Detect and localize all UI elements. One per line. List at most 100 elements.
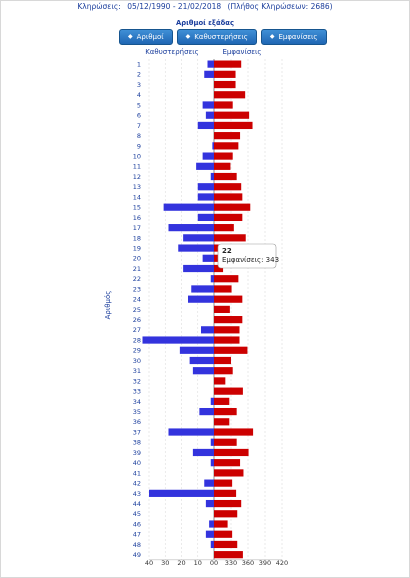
draw-period-header: Κληρώσεις: 05/12/1990 - 21/02/2018 (Πλήθ… [0,2,410,11]
y-tick-label: 6 [137,112,141,120]
y-tick-label: 34 [133,398,141,406]
appearance-bar [214,387,243,395]
appearance-bar [214,459,241,467]
y-tick-label: 14 [133,193,141,201]
appearance-bar [214,438,237,446]
y-tick-label: 36 [133,418,141,426]
appearance-bar [214,224,234,232]
y-tick-label: 7 [137,122,141,130]
appearance-bar [214,193,243,201]
y-axis-title: Αριθμός [104,291,112,320]
y-tick-label: 28 [133,336,141,344]
delay-bar [163,203,214,211]
sort-by-delays-button[interactable]: ◆ Καθυστερήσεις [176,29,257,45]
y-tick-label: 49 [133,551,141,559]
sort-by-appearances-button[interactable]: ◆ Εμφανίσεις [260,29,327,45]
x-tick-label: 420 [276,559,288,567]
sort-arrows-icon: ◆ [269,33,275,40]
y-tick-label: 37 [133,428,141,436]
delay-bar [197,121,214,130]
y-tick-label: 38 [133,439,141,447]
delay-bar [183,264,214,273]
y-tick-label: 43 [133,490,141,498]
y-tick-label: 19 [133,244,141,252]
appearance-bar [214,316,243,324]
chart-labels: 40 30 20 10 00 330 360 390 420123456789101112131… [133,61,288,567]
delay-bar [178,244,214,252]
y-tick-label: 1 [137,61,141,69]
appearance-bar [214,489,237,497]
sort-by-appearances-label: Εμφανίσεις [278,33,318,41]
sort-by-number-button[interactable]: ◆ Αριθμοί [119,29,173,45]
appearance-bar [214,183,242,191]
y-tick-label: 32 [133,377,141,385]
delay-bar [197,213,214,222]
delay-bar [205,499,214,508]
y-tick-label: 17 [133,224,141,232]
y-tick-label: 35 [133,408,141,416]
delay-bar [210,459,214,467]
y-tick-label: 24 [133,296,141,304]
x-tick-label: 360 [242,559,254,567]
delay-bar [196,162,214,170]
y-tick-label: 21 [133,265,141,273]
y-tick-label: 25 [133,306,141,314]
delay-bar [205,111,214,119]
x-tick-label: 30 [161,559,169,567]
tooltip: 22 Εμφανίσεις: 343 [217,243,279,269]
delay-bar [205,530,214,538]
delay-bar [183,234,214,242]
appearance-bar [214,295,243,303]
delay-bar [168,224,214,232]
appearance-bar [214,264,224,273]
y-tick-label: 15 [133,204,141,212]
appearance-bar [214,80,236,89]
y-tick-label: 31 [133,367,141,375]
tooltip-text: Εμφανίσεις: 343 [222,256,279,264]
delay-bar [188,295,214,303]
appearance-bar [214,407,237,416]
delay-bar [209,520,214,528]
appearance-bar [214,142,239,150]
sort-title: Αριθμοί εξάδας [176,19,234,27]
appearance-bar [214,469,244,477]
appearance-bar [214,275,239,283]
x-tick-label: 10 [194,559,202,567]
appearance-bar [214,121,253,130]
y-tick-label: 33 [133,388,141,396]
y-tick-label: 41 [133,469,141,477]
sort-arrows-icon: ◆ [185,33,191,40]
period-label: Κληρώσεις: [77,2,121,11]
y-tick-label: 20 [133,255,141,263]
sort-button-group: ◆ Αριθμοί ◆ Καθυστερήσεις ◆ Εμφανίσεις [119,29,327,45]
appearance-bar [214,346,248,354]
x-tick-label: 00 [210,559,218,567]
y-tick-label: 8 [137,132,141,140]
y-tick-label: 29 [133,347,141,355]
appearance-bar [214,101,233,109]
appearance-bar [214,551,243,559]
delay-bar [142,336,214,344]
appearance-bar [214,152,233,160]
x-tick-label: 330 [225,559,237,567]
delay-bar [204,479,214,487]
x-tick-label: 390 [259,559,271,567]
y-tick-label: 12 [133,173,141,181]
appearance-bar [214,367,233,375]
delay-bar [149,489,214,497]
y-tick-label: 26 [133,316,141,324]
appearance-bar [214,428,254,436]
y-tick-label: 22 [133,275,141,283]
delay-bar [210,172,214,181]
y-tick-label: 11 [133,163,141,171]
y-tick-label: 2 [137,71,141,79]
appearance-bar [214,60,242,68]
y-tick-label: 3 [137,81,141,89]
y-tick-label: 44 [133,500,141,508]
delay-bar [192,448,214,457]
appearance-bar [214,530,233,538]
appearance-bar [214,172,237,181]
appearance-bar [214,510,238,518]
appearance-bar [214,356,231,365]
delay-bar [207,60,214,68]
